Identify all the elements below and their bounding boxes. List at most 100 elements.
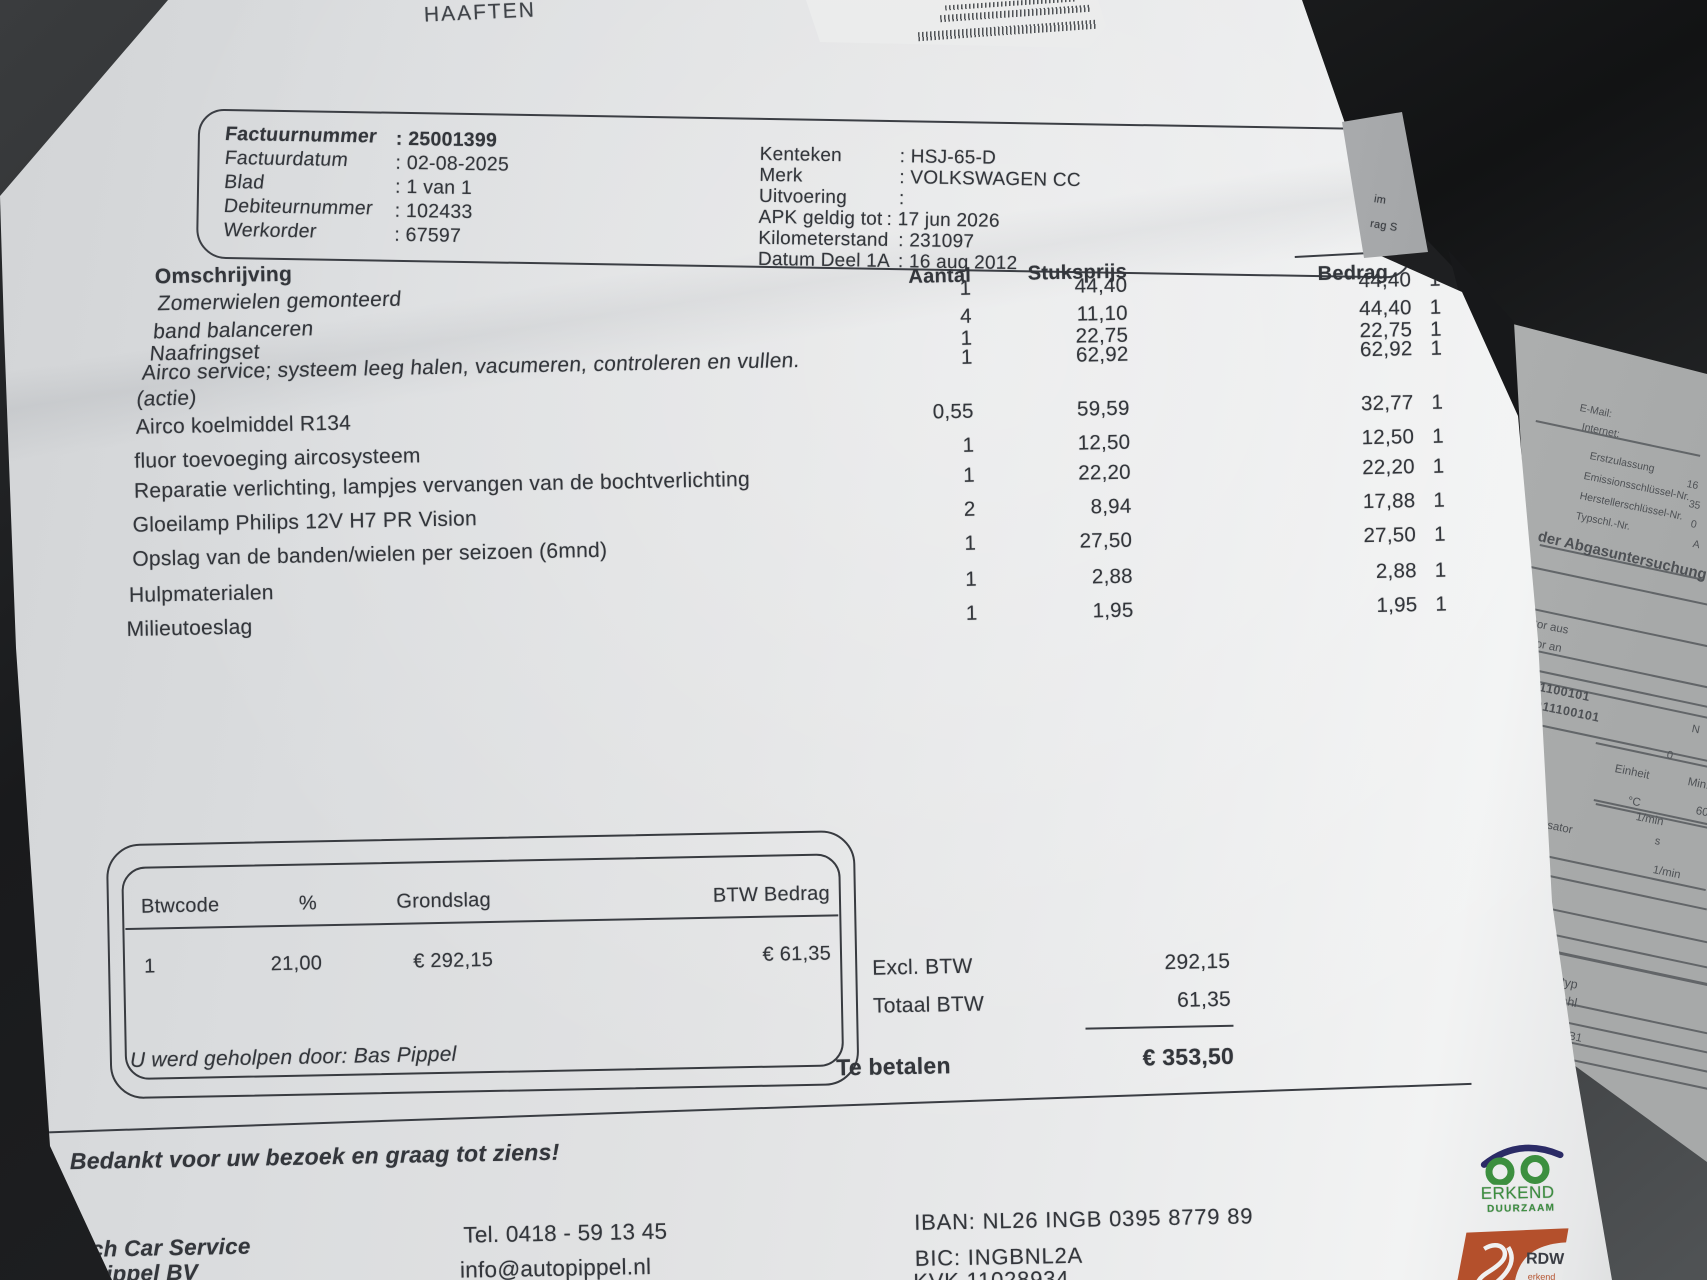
te-betalen-value: € 353,50 xyxy=(1142,1042,1235,1071)
item-amount: 12,50 xyxy=(1361,425,1415,450)
reg-value: A xyxy=(1691,538,1701,552)
form-line xyxy=(1531,904,1707,943)
totals-rule xyxy=(1085,1024,1234,1030)
item-amount: 1,95 xyxy=(1376,593,1418,617)
item-btw-code: 1 xyxy=(1431,424,1445,448)
totaal-btw-label: Totaal BTW xyxy=(872,992,985,1018)
item-amount: 32,77 xyxy=(1360,391,1414,416)
btw-row-pct: 21,00 xyxy=(270,952,323,976)
header-label: Debiteurnummer xyxy=(222,194,375,220)
vehicle-value: : HSJ-65-D xyxy=(899,146,997,169)
item-btw-code: 1 xyxy=(1429,295,1442,319)
item-btw-code: 1 xyxy=(1435,592,1448,616)
rdw-logo-icon: RDW erkend xyxy=(1455,1228,1569,1280)
excl-btw-label: Excl. BTW xyxy=(872,954,973,980)
btw-summary-box: Btwcode % Grondslag BTW Bedrag 1 21,00 €… xyxy=(105,830,860,1100)
form-line xyxy=(1557,1056,1707,1092)
item-description: Airco koelmiddel R134 xyxy=(135,411,352,439)
header-value: : 67597 xyxy=(394,223,462,247)
fine-print xyxy=(917,19,1097,42)
motor-off-label: tor aus xyxy=(1532,618,1570,637)
btw-col-amount: BTW Bedrag xyxy=(712,882,831,907)
header-value: : 25001399 xyxy=(395,127,498,152)
btw-row-amount: € 61,35 xyxy=(762,942,832,966)
kvk-line: KVK 11028934 xyxy=(913,1265,1070,1280)
company-name: Bosch Car Service xyxy=(47,1233,251,1263)
email-label: E-Mail: xyxy=(1578,402,1614,421)
item-qty: 0,55 xyxy=(932,399,974,424)
item-amount: 62,92 xyxy=(1359,337,1413,362)
item-qty: 1 xyxy=(962,433,975,457)
item-unitprice: 1,95 xyxy=(1092,598,1134,623)
vehicle-value: : VOLKSWAGEN CC xyxy=(899,167,1081,192)
btw-row-base: € 292,15 xyxy=(413,948,494,973)
vehicle-value: : 231097 xyxy=(898,230,975,253)
item-unitprice: 22,20 xyxy=(1078,460,1132,485)
item-description: Reparatie verlichting, lampjes vervangen… xyxy=(133,467,751,503)
header-value: : 1 van 1 xyxy=(394,175,473,200)
item-unitprice: 62,92 xyxy=(1075,342,1129,367)
letterhead-fragment: HAAFTEN xyxy=(423,0,537,27)
item-amount: 2,88 xyxy=(1375,559,1417,583)
header-label: Werkorder xyxy=(222,218,318,243)
item-unitprice: 12,50 xyxy=(1077,430,1131,455)
thanks-line: Bedankt voor uw bezoek en graag tot zien… xyxy=(69,1138,560,1175)
partial-char: N xyxy=(1690,723,1701,737)
header-value: : 102433 xyxy=(394,199,473,224)
item-unitprice: 2,88 xyxy=(1091,564,1134,589)
form-line xyxy=(1535,420,1701,457)
email-line: info@autopippel.nl xyxy=(459,1253,652,1280)
min-header: Min. xyxy=(1686,776,1707,793)
vehicle-label: Kenteken xyxy=(759,143,843,167)
header-label: Factuurdatum xyxy=(223,146,350,171)
form-line xyxy=(1519,720,1707,762)
item-amount: 17,88 xyxy=(1362,489,1416,514)
btw-col-pct: % xyxy=(298,892,318,915)
item-btw-code: 1 xyxy=(1433,522,1446,546)
header-label: Factuurnummer xyxy=(223,122,379,148)
item-description: Gloeilamp Philips 12V H7 PR Vision xyxy=(132,507,478,537)
phone-line: Tel. 0418 - 59 13 45 xyxy=(463,1218,668,1248)
item-qty: 1 xyxy=(959,276,972,300)
rdw-erkend-text: erkend xyxy=(1528,1272,1556,1280)
item-unitprice: 44,40 xyxy=(1074,273,1128,298)
totaal-btw-value: 61,35 xyxy=(1176,987,1232,1012)
item-unitprice: 27,50 xyxy=(1079,528,1133,553)
item-unitprice: 8,94 xyxy=(1090,494,1132,519)
item-amount: 22,20 xyxy=(1362,455,1415,480)
form-line xyxy=(1553,1038,1707,1074)
item-qty: 1 xyxy=(962,463,976,487)
erkend-label: ERKEND xyxy=(1480,1182,1555,1204)
item-unitprice: 59,59 xyxy=(1076,396,1130,421)
item-description: Opslag van de banden/wielen per seizoen … xyxy=(132,538,608,571)
item-btw-code: 1 xyxy=(1428,267,1442,291)
document-title: der Abgasuntersuchung nach xyxy=(1536,528,1707,592)
company-name-line2: Auto Pippel BV xyxy=(31,1259,199,1280)
header-value: : 02-08-2025 xyxy=(395,151,510,176)
item-qty: 1 xyxy=(964,531,977,555)
unit-header: Einheit xyxy=(1613,763,1651,782)
item-description: Milieutoeslag xyxy=(126,615,253,641)
form-line xyxy=(1595,742,1707,768)
item-description: Hulpmaterialen xyxy=(128,581,274,607)
vehicle-label: Uitvoering xyxy=(758,185,848,209)
item-btw-code: 1 xyxy=(1434,558,1447,582)
vehicle-label: Merk xyxy=(759,164,803,187)
celsius-value: 60 xyxy=(1694,805,1707,820)
header-label: Blad xyxy=(223,170,266,194)
item-btw-code: 1 xyxy=(1432,454,1445,478)
column-header-description: Omschrijving xyxy=(154,262,293,289)
vehicle-value: : xyxy=(898,188,905,210)
item-qty: 1 xyxy=(964,567,978,591)
reg-value: 0 xyxy=(1689,518,1698,531)
btw-row-code: 1 xyxy=(143,955,156,978)
excl-btw-value: 292,15 xyxy=(1164,949,1231,975)
reg-value: 16 xyxy=(1685,478,1700,493)
fold-fragment: im xyxy=(1373,193,1387,207)
item-btw-code: 1 xyxy=(1433,488,1446,512)
reg-value: 35 xyxy=(1687,498,1702,513)
invoice-header-box: Factuurnummer : 25001399 Factuurdatum : … xyxy=(195,108,1415,279)
